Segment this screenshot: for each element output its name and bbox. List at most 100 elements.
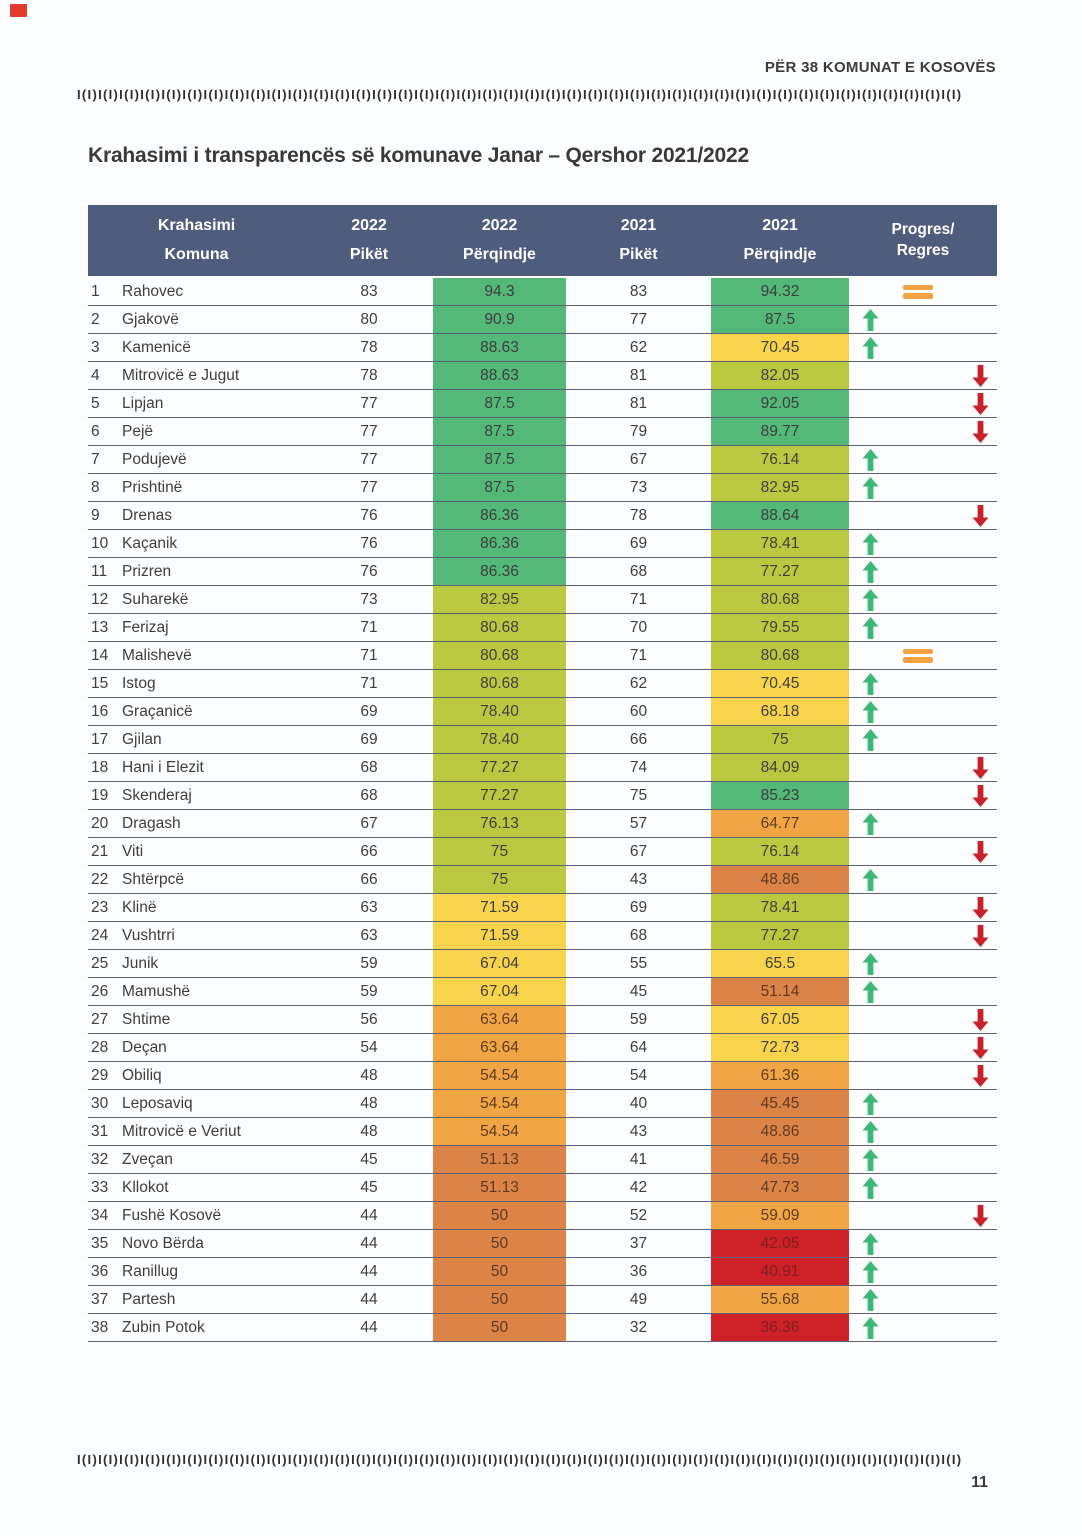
komuna-name: Graçanicë [122,702,193,720]
perqindje-2021-cell: 70.45 [711,334,849,361]
pike-2022-cell: 48 [360,1094,378,1112]
perqindje-2022-cell: 50 [433,1258,566,1285]
table-body: 1 Rahovec 83 94.3 83 94.32 2 Gjakovë 80 … [88,278,997,1342]
trend-cell [849,866,997,893]
perqindje-2021-cell: 42.05 [711,1230,849,1257]
perqindje-2021-cell: 70.45 [711,670,849,697]
trend-cell [849,474,997,501]
pike-2022-cell: 77 [360,394,378,412]
komuna-name: Pejë [122,422,154,440]
header-komuna-line2: Komuna [164,246,229,263]
perqindje-2021-cell: 64.77 [711,810,849,837]
trend-cell [849,502,997,529]
komuna-name: Mitrovicë e Veriut [122,1122,241,1140]
perqindje-2021-cell: 40.91 [711,1258,849,1285]
komuna-cell: 31 Mitrovicë e Veriut [88,1118,305,1145]
progress-up-arrow-icon [862,337,879,359]
regress-down-arrow-icon [972,1205,989,1227]
komuna-name: Malishevë [122,646,192,664]
table-row: 2 Gjakovë 80 90.9 77 87.5 [88,306,997,334]
perqindje-2022-cell: 71.59 [433,894,566,921]
header-perqindje-2022-line1: 2022 [481,217,518,234]
table-row: 23 Klinë 63 71.59 69 78.41 [88,894,997,922]
no-change-equal-icon [903,648,933,663]
pike-2022-cell: 44 [360,1262,378,1280]
pike-2022-cell: 69 [360,702,378,720]
pike-2022-cell: 76 [360,534,378,552]
pike-2022-cell: 77 [360,450,378,468]
table-row: 3 Kamenicë 78 88.63 62 70.45 [88,334,997,362]
komuna-name: Gjakovë [122,310,179,328]
komuna-name: Klinë [122,898,157,916]
rank-label: 11 [91,562,108,580]
perqindje-2022-cell: 50 [433,1230,566,1257]
trend-cell [849,1118,997,1145]
perqindje-2022-cell: 94.3 [433,278,566,305]
rank-label: 33 [91,1178,109,1196]
table-row: 34 Fushë Kosovë 44 50 52 59.09 [88,1202,997,1230]
table-row: 32 Zveçan 45 51.13 41 46.59 [88,1146,997,1174]
trend-cell [849,726,997,753]
table-row: 30 Leposaviq 48 54.54 40 45.45 [88,1090,997,1118]
perqindje-2022-cell: 88.63 [433,334,566,361]
pike-2021-cell: 69 [629,534,648,552]
regress-down-arrow-icon [972,1009,989,1031]
komuna-name: Vushtrri [122,926,175,944]
progress-up-arrow-icon [862,1177,879,1199]
table-row: 12 Suharekë 73 82.95 71 80.68 [88,586,997,614]
komuna-name: Kaçanik [122,534,178,552]
pike-2022-cell: 71 [360,618,378,636]
trend-cell [849,782,997,809]
komuna-cell: 18 Hani i Elezit [88,754,305,781]
pike-2022-cell: 71 [360,646,378,664]
perqindje-2021-cell: 85.23 [711,782,849,809]
komuna-name: Leposaviq [122,1094,193,1112]
trend-cell [849,306,997,333]
table-row: 11 Prizren 76 86.36 68 77.27 [88,558,997,586]
perqindje-2021-cell: 92.05 [711,390,849,417]
komuna-cell: 29 Obiliq [88,1062,305,1089]
perqindje-2021-cell: 87.5 [711,306,849,333]
progress-up-arrow-icon [862,981,879,1003]
komuna-name: Prishtinë [122,478,183,496]
header-komuna: Krahasimi Komuna [88,205,305,276]
rank-label: 5 [91,394,100,412]
komuna-cell: 23 Klinë [88,894,305,921]
progress-up-arrow-icon [862,589,879,611]
perqindje-2022-cell: 67.04 [433,950,566,977]
pike-2021-cell: 45 [629,982,648,1000]
perqindje-2022-cell: 87.5 [433,474,566,501]
progress-up-arrow-icon [862,1093,879,1115]
komuna-cell: 12 Suharekë [88,586,305,613]
komuna-cell: 17 Gjilan [88,726,305,753]
rank-label: 3 [91,338,100,356]
komuna-cell: 2 Gjakovë [88,306,305,333]
progress-up-arrow-icon [862,561,879,583]
komuna-cell: 24 Vushtrri [88,922,305,949]
perqindje-2021-cell: 68.18 [711,698,849,725]
table-row: 31 Mitrovicë e Veriut 48 54.54 43 48.86 [88,1118,997,1146]
trend-cell [849,1006,997,1033]
komuna-name: Istog [122,674,156,692]
pike-2021-cell: 59 [629,1010,648,1028]
table-row: 33 Kllokot 45 51.13 42 47.73 [88,1174,997,1202]
progress-up-arrow-icon [862,1121,879,1143]
no-change-equal-icon [903,284,933,299]
pike-2022-cell: 69 [360,730,378,748]
pike-2022-cell: 66 [360,870,378,888]
pike-2022-cell: 63 [360,926,378,944]
perqindje-2022-cell: 54.54 [433,1118,566,1145]
perqindje-2021-cell: 72.73 [711,1034,849,1061]
komuna-cell: 26 Mamushë [88,978,305,1005]
rank-label: 31 [91,1122,109,1140]
perqindje-2021-cell: 48.86 [711,866,849,893]
perqindje-2021-cell: 65.5 [711,950,849,977]
table-row: 27 Shtime 56 63.64 59 67.05 [88,1006,997,1034]
pike-2022-cell: 44 [360,1318,378,1336]
rank-label: 21 [91,842,109,860]
komuna-cell: 32 Zveçan [88,1146,305,1173]
komuna-name: Skenderaj [122,786,192,804]
pike-2022-cell: 77 [360,422,378,440]
pike-2022-cell: 68 [360,758,378,776]
table-row: 28 Deçan 54 63.64 64 72.73 [88,1034,997,1062]
